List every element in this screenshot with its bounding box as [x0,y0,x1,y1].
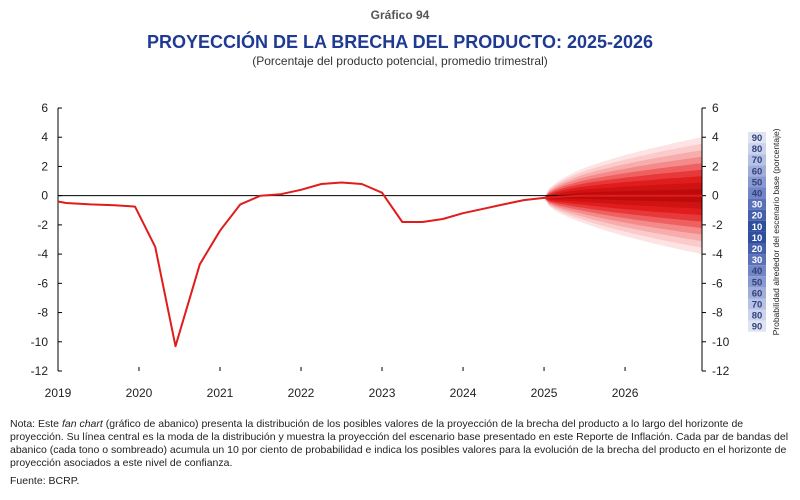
probability-scale-label: 40 [752,189,763,200]
y-tick-label-left: 4 [41,130,48,144]
probability-scale-label: 10 [752,222,763,233]
probability-scale-cell [748,298,766,310]
probability-scale-cell [748,209,766,221]
y-tick-label-right: -10 [712,335,730,349]
probability-scale-cell [748,132,766,144]
probability-scale-label: 70 [752,155,763,166]
x-tick-label: 2022 [288,386,315,400]
y-tick-label-left: 2 [41,159,48,173]
y-tick-label-left: -6 [37,276,48,290]
y-tick-label-right: 2 [712,159,719,173]
probability-scale-label: 90 [752,322,763,333]
probability-scale-label: 30 [752,200,763,211]
y-tick-label-left: -8 [37,306,48,320]
y-tick-label-left: 0 [41,189,48,203]
y-tick-label-right: -8 [712,306,723,320]
x-tick-label: 2026 [612,386,639,400]
fan-chart: 6 64 42 20 0-2 -2-4 -4-6 -6-8 -8-10 -10-12 -122019… [31,101,781,400]
probability-scale-cell [748,243,766,255]
probability-scale-cell [748,309,766,321]
x-tick-label: 2023 [369,386,396,400]
probability-scale-cell [748,220,766,232]
probability-scale-label: 20 [752,211,763,222]
probability-scale-cell [748,198,766,210]
probability-scale-label: 60 [752,288,763,299]
probability-scale-cell [748,176,766,188]
chart-title: PROYECCIÓN DE LA BRECHA DEL PRODUCTO: 20… [146,32,654,52]
chart-source: Fuente: BCRP. [10,475,80,487]
chart-note: Nota: Este fan chart (gráfico de abanico… [10,418,795,470]
y-tick-label-left: -2 [37,218,48,232]
probability-scale-label: 80 [752,144,763,155]
x-tick-label: 2024 [450,386,477,400]
probability-scale-cell [748,231,766,243]
y-tick-label-right: -4 [712,247,723,261]
probability-scale-label: 80 [752,311,763,322]
y-tick-label-right: -2 [712,218,723,232]
y-tick-label-right: 0 [712,189,719,203]
probability-scale-label: 40 [752,266,763,277]
note-emphasis: fan chart [61,418,103,430]
probability-scale-cell [748,287,766,299]
x-tick-label: 2025 [531,386,558,400]
probability-scale-cell [748,165,766,177]
probability-scale-label: 60 [752,166,763,177]
probability-scale-label: 10 [752,233,763,244]
probability-scale-label: 30 [752,255,763,266]
y-tick-label-left: -12 [31,364,49,378]
probability-scale-label: 50 [752,177,763,188]
x-tick-label: 2019 [45,386,72,400]
gap-series-line [57,181,702,348]
x-tick-label: 2021 [207,386,234,400]
probability-scale-cell [748,187,766,199]
y-tick-label-right: -6 [712,276,723,290]
chart-kicker: Gráfico 94 [370,8,430,22]
probability-scale-title: Probabilidad alrededor del escenario bas… [771,128,781,335]
probability-scale-cell [748,320,766,332]
y-tick-label-right: -12 [712,364,730,378]
y-tick-label-right: 4 [712,130,719,144]
y-tick-label-left: -10 [31,335,49,349]
probability-scale-label: 20 [752,244,763,255]
probability-scale-cell [748,143,766,155]
probability-scale-cell [748,276,766,288]
note-prefix: Nota: Este [10,418,62,430]
y-tick-label-left: 6 [41,101,48,115]
probability-scale-cell [748,154,766,166]
y-tick-label-right: 6 [712,101,719,115]
probability-scale-cell [748,265,766,277]
probability-scale-cell [748,254,766,266]
probability-scale-label: 90 [752,133,763,144]
probability-scale-label: 70 [752,300,763,311]
x-tick-label: 2020 [126,386,153,400]
probability-scale-label: 50 [752,277,763,288]
y-tick-label-left: -4 [37,247,48,261]
note-body: (gráfico de abanico) presenta la distrib… [10,418,789,469]
chart-subtitle: (Porcentaje del producto potencial, prom… [252,54,548,68]
